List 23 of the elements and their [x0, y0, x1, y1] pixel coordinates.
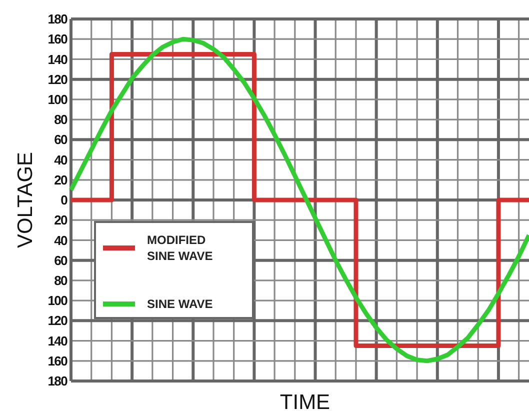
y-tick-label: 80: [54, 112, 68, 128]
y-tick-label: 120: [48, 313, 68, 328]
y-tick-label: 40: [54, 232, 68, 248]
y-tick-label: 0: [60, 192, 68, 208]
y-tick-label: 20: [54, 172, 68, 188]
legend-label: SINE WAVE: [147, 297, 213, 312]
y-tick-label: 40: [54, 152, 68, 168]
y-tick-label: 180: [48, 12, 68, 27]
y-tick-label: 60: [54, 132, 68, 148]
x-axis-title: TIME: [280, 391, 330, 411]
y-tick-label: 100: [48, 92, 68, 107]
y-tick-label: 120: [48, 72, 68, 87]
y-tick-label: 140: [48, 52, 68, 67]
y-tick-label: 20: [54, 212, 68, 228]
y-tick-label: 160: [48, 32, 68, 47]
y-tick-label: 160: [48, 353, 68, 368]
y-tick-label: 180: [48, 374, 68, 389]
y-tick-label: 60: [54, 252, 68, 268]
y-tick-label: 80: [54, 272, 68, 288]
y-tick-label: 140: [48, 333, 68, 348]
y-axis-title: VOLTAGE: [14, 152, 37, 248]
legend-label: MODIFIED SINE WAVE: [147, 233, 213, 264]
y-tick-label: 100: [48, 293, 68, 308]
